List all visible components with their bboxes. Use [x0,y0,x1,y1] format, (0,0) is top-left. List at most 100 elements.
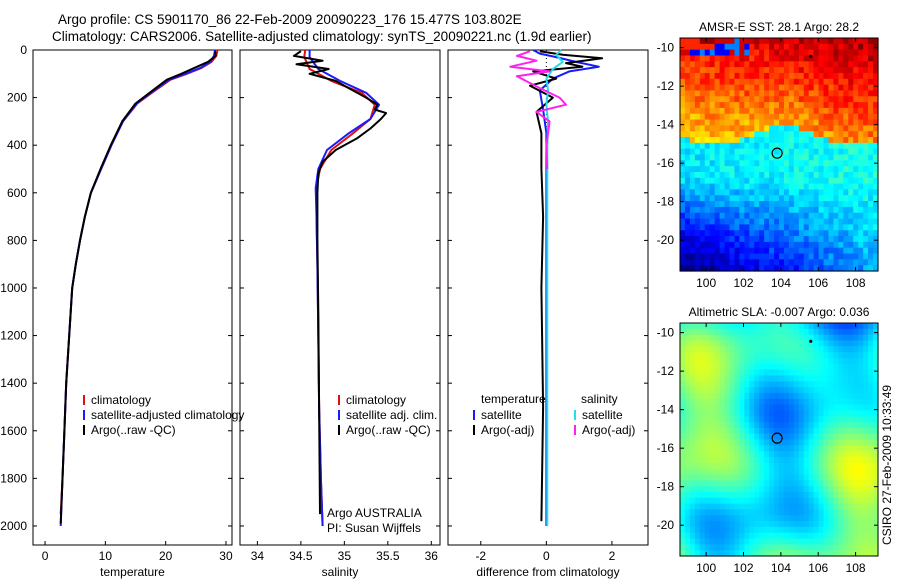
sla_map-cell [838,550,844,557]
sla_map-cell [764,392,770,400]
sst_map-cell [843,49,849,57]
sst_map-cell [828,206,835,214]
sla_map-cell [764,375,770,382]
sla_map-cell [759,398,765,406]
sst_map-cell [769,142,775,150]
sla_map-cell [803,486,810,493]
sst_map-cell [714,113,721,121]
sla_map-cell [769,427,775,435]
sst_map-cell [734,171,740,179]
sla_map-cell [793,515,800,522]
sla_map-cell [843,334,849,342]
sla_map-cell [680,503,686,510]
sst_map-cell [793,142,800,150]
sla_map-cell [764,433,770,441]
sla_map-cell [734,544,740,551]
sst_map-cell [704,38,711,45]
sst_map-cell [719,171,726,179]
sst_map-cell [838,67,844,74]
sst_map-cell [863,55,869,62]
sla_map-cell [828,544,835,551]
sst_map-cell [724,224,731,231]
sst_map-cell [853,55,859,62]
sla_map-cell [714,422,721,429]
sst_map-cell [764,160,770,167]
sst_map-cell [838,96,844,103]
sla_map-cell [714,474,721,481]
sla_map-cell [843,532,849,540]
sla_map-cell [774,497,780,505]
sst_map-cell [833,177,839,185]
sst_map-cell [808,154,815,161]
sla_map-cell [774,445,780,452]
sst_map-cell [754,218,760,225]
sst_map-cell [754,125,760,132]
sla_map-cell [724,363,731,371]
sla_map-cell [749,439,755,446]
sst_map-cell [744,247,750,255]
sst_map-cell [724,236,731,243]
sla_map-cell [823,480,830,487]
sst_map-cell [689,224,696,231]
sst_map-cell [694,142,701,150]
sst_map-cell [843,142,849,150]
sst_map-cell [828,67,835,74]
sst_map-cell [774,183,780,191]
sst_map-cell [754,195,760,202]
sla_map-cell [709,439,716,446]
sst_map-cell [734,148,740,156]
sla_map-cell [833,381,839,388]
sst_map-cell [798,131,805,138]
sla_map-cell [689,439,696,446]
sla_map-cell [848,538,854,545]
sla_map-cell [779,486,785,493]
sla_map-cell [779,387,785,394]
sst_map-cell [704,148,711,156]
sst_map-cell [818,189,825,196]
sla_map-cell [754,439,760,446]
sla_map-cell [684,544,691,551]
sst_map-cell [704,236,711,243]
sla_map-cell [863,503,869,510]
sla_map-cell [704,357,711,365]
sla_map-cell [684,398,691,406]
sst_map-cell [774,131,780,138]
sla_map-cell [848,340,854,347]
sla_map-cell [729,538,736,545]
sla_map-cell [818,328,825,336]
sla_map-cell [848,515,854,522]
sla_map-cell [704,328,711,336]
sst_map-cell [833,67,839,74]
sla_map-cell [798,521,805,528]
sst_map-cell [774,67,780,74]
sla_map-cell [868,323,874,330]
sst_map-cell [823,218,830,225]
sla_map-cell [853,369,859,377]
salinity-xtick-label: 35 [338,549,352,563]
sst_map-cell [798,67,805,74]
sla_map-cell [828,410,835,417]
sst_map-cell [843,84,849,92]
sla_map-cell [744,328,750,336]
sla_map-cell [803,445,810,452]
sla_map-cell [788,486,795,493]
sla_map-cell [680,526,686,534]
sla_map-cell [843,357,849,365]
sst_map-cell [779,78,785,86]
sst_map-cell [719,137,726,144]
sla_map-cell [873,357,879,365]
sla_map-cell [714,392,721,400]
sst_map-cell [709,171,716,179]
sla_map-cell [754,357,760,365]
sst_map-cell [729,148,736,156]
sla_map-cell [803,375,810,382]
sla_map-cell [793,451,800,458]
sst_map-cell [684,131,691,138]
sst_map-cell [734,241,740,249]
sst_map-cell [779,236,785,243]
sst_map-cell [798,148,805,156]
sla_map-cell [848,439,854,446]
sla_map-cell [739,456,745,464]
sla_map-cell [818,468,825,476]
sla_map-cell [813,375,820,382]
